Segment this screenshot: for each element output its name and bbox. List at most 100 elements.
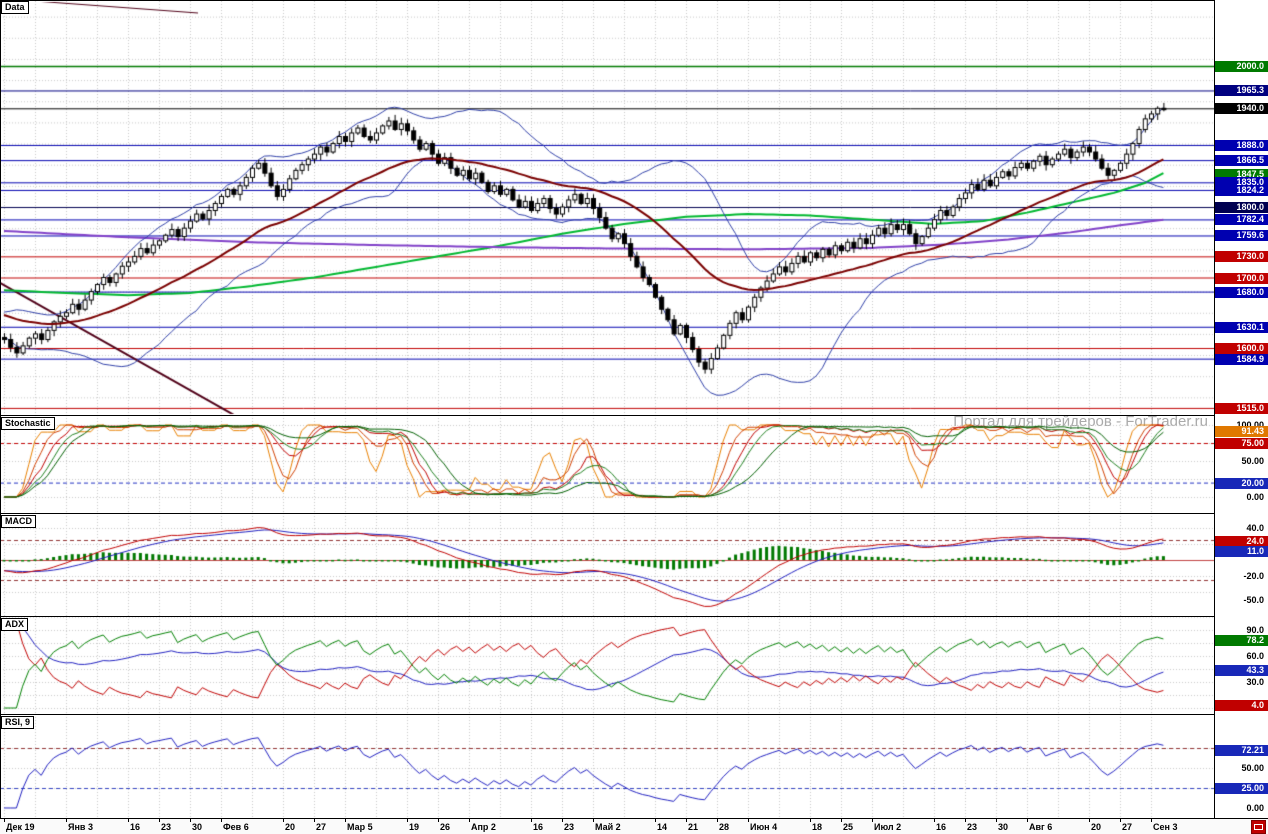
rsi-axis-label: 50.00 <box>1241 763 1264 773</box>
macd-value-label: 24.0 <box>1215 536 1268 547</box>
axis-date-label: Мар 5 <box>347 822 373 832</box>
axis-date-label: Фев 6 <box>223 822 249 832</box>
axis-tick <box>345 819 346 822</box>
axis-date-label: Дек 19 <box>6 822 35 832</box>
price-level-label: 2000.0 <box>1215 61 1268 72</box>
adx-axis-label: 60.0 <box>1246 651 1264 661</box>
axis-date-label: 18 <box>812 822 823 832</box>
price-level-label: 1965.3 <box>1215 85 1268 96</box>
axis-tick <box>4 819 5 822</box>
axis-date-label: 20 <box>285 822 296 832</box>
price-level-label: 1940.0 <box>1215 103 1268 114</box>
stochastic-value-label: 75.00 <box>1215 438 1268 449</box>
axis-date-label: Авг 6 <box>1029 822 1053 832</box>
price-level-label: 1730.0 <box>1215 251 1268 262</box>
price-scale-column: 100.00 50.00 0.00 40.0 -20.0 -50.0 90.0 60.0 30.… <box>1215 0 1268 818</box>
axis-tick <box>934 819 935 822</box>
axis-date-label: 16 <box>533 822 544 832</box>
panel-label-stochastic: Stochastic <box>1 417 55 430</box>
price-level-label: 1584.9 <box>1215 354 1268 365</box>
macd-axis-label: 40.0 <box>1246 523 1264 533</box>
adx-value-label: 4.0 <box>1215 700 1268 711</box>
axis-tick <box>159 819 160 822</box>
axis-tick <box>593 819 594 822</box>
macd-axis-label: -20.0 <box>1243 571 1264 581</box>
axis-tick <box>686 819 687 822</box>
panel-label-adx: ADX <box>1 618 29 631</box>
macd-axis-label: -50.0 <box>1243 595 1264 605</box>
panel-separator <box>0 415 1268 416</box>
axis-date-label: 16 <box>130 822 141 832</box>
axis-date-label: 23 <box>161 822 172 832</box>
logo-button[interactable] <box>1251 820 1266 834</box>
date-axis: Дек 19 Янв 3 16 23 30 Фев 6 20 27 Мар 5 19 26 Апр 2… <box>0 818 1268 834</box>
axis-date-label: 27 <box>316 822 327 832</box>
adx-value-label: 43.3 <box>1215 665 1268 676</box>
axis-tick <box>1027 819 1028 822</box>
price-level-label: 1759.6 <box>1215 230 1268 241</box>
axis-tick <box>717 819 718 822</box>
axis-tick <box>438 819 439 822</box>
axis-tick <box>748 819 749 822</box>
price-level-label: 1680.0 <box>1215 287 1268 298</box>
axis-tick <box>562 819 563 822</box>
axis-date-label: 14 <box>657 822 668 832</box>
axis-date-label: 21 <box>688 822 699 832</box>
axis-date-label: 28 <box>719 822 730 832</box>
axis-tick <box>283 819 284 822</box>
axis-date-label: 30 <box>192 822 203 832</box>
axis-date-label: 23 <box>967 822 978 832</box>
axis-tick <box>841 819 842 822</box>
axis-tick <box>810 819 811 822</box>
price-level-label: 1630.1 <box>1215 322 1268 333</box>
axis-tick <box>965 819 966 822</box>
axis-tick <box>221 819 222 822</box>
stochastic-value-label: 91.43 <box>1215 426 1268 437</box>
axis-date-label: Июн 4 <box>750 822 778 832</box>
axis-date-label: 20 <box>1091 822 1102 832</box>
axis-date-label: Сен 3 <box>1153 822 1178 832</box>
price-level-label: 1888.0 <box>1215 140 1268 151</box>
axis-tick <box>66 819 67 822</box>
adx-axis-label: 90.0 <box>1246 625 1264 635</box>
axis-tick <box>314 819 315 822</box>
price-level-label: 1800.0 <box>1215 202 1268 213</box>
panel-border-left <box>0 0 1 818</box>
macd-value-label: 11.0 <box>1215 546 1268 557</box>
panel-separator <box>0 513 1268 514</box>
price-level-label: 1700.0 <box>1215 273 1268 284</box>
axis-tick <box>469 819 470 822</box>
logo-icon <box>1254 824 1263 830</box>
panel-separator <box>0 714 1268 715</box>
price-level-label: 1515.0 <box>1215 403 1268 414</box>
axis-date-label: 26 <box>440 822 451 832</box>
panel-label-macd: MACD <box>1 515 36 528</box>
axis-date-label: 27 <box>1122 822 1133 832</box>
price-level-label: 1866.5 <box>1215 155 1268 166</box>
panel-label-data: Data <box>1 1 29 14</box>
adx-axis-label: 30.0 <box>1246 677 1264 687</box>
rsi-value-label: 25.00 <box>1215 783 1268 794</box>
axis-date-label: Янв 3 <box>68 822 93 832</box>
panel-label-rsi: RSI, 9 <box>1 716 35 729</box>
scale-border <box>1214 0 1215 818</box>
price-level-label: 1847.5 <box>1215 169 1268 180</box>
stochastic-axis-label: 50.00 <box>1241 456 1264 466</box>
axis-date-label: 16 <box>936 822 947 832</box>
axis-date-label: Июл 2 <box>874 822 902 832</box>
axis-tick <box>1120 819 1121 822</box>
axis-tick <box>407 819 408 822</box>
axis-tick <box>872 819 873 822</box>
axis-date-label: Апр 2 <box>471 822 496 832</box>
price-level-label: 1782.4 <box>1215 214 1268 225</box>
rsi-value-label: 72.21 <box>1215 745 1268 756</box>
adx-value-label: 78.2 <box>1215 635 1268 646</box>
axis-tick <box>655 819 656 822</box>
chart-canvas[interactable] <box>0 0 1214 818</box>
price-level-label: 1824.2 <box>1215 185 1268 196</box>
stochastic-axis-label: 100.00 <box>1236 420 1264 430</box>
axis-date-label: 30 <box>998 822 1009 832</box>
stochastic-axis-label: 0.00 <box>1246 492 1264 502</box>
price-level-label: 1835.0 <box>1215 177 1268 188</box>
axis-tick <box>531 819 532 822</box>
